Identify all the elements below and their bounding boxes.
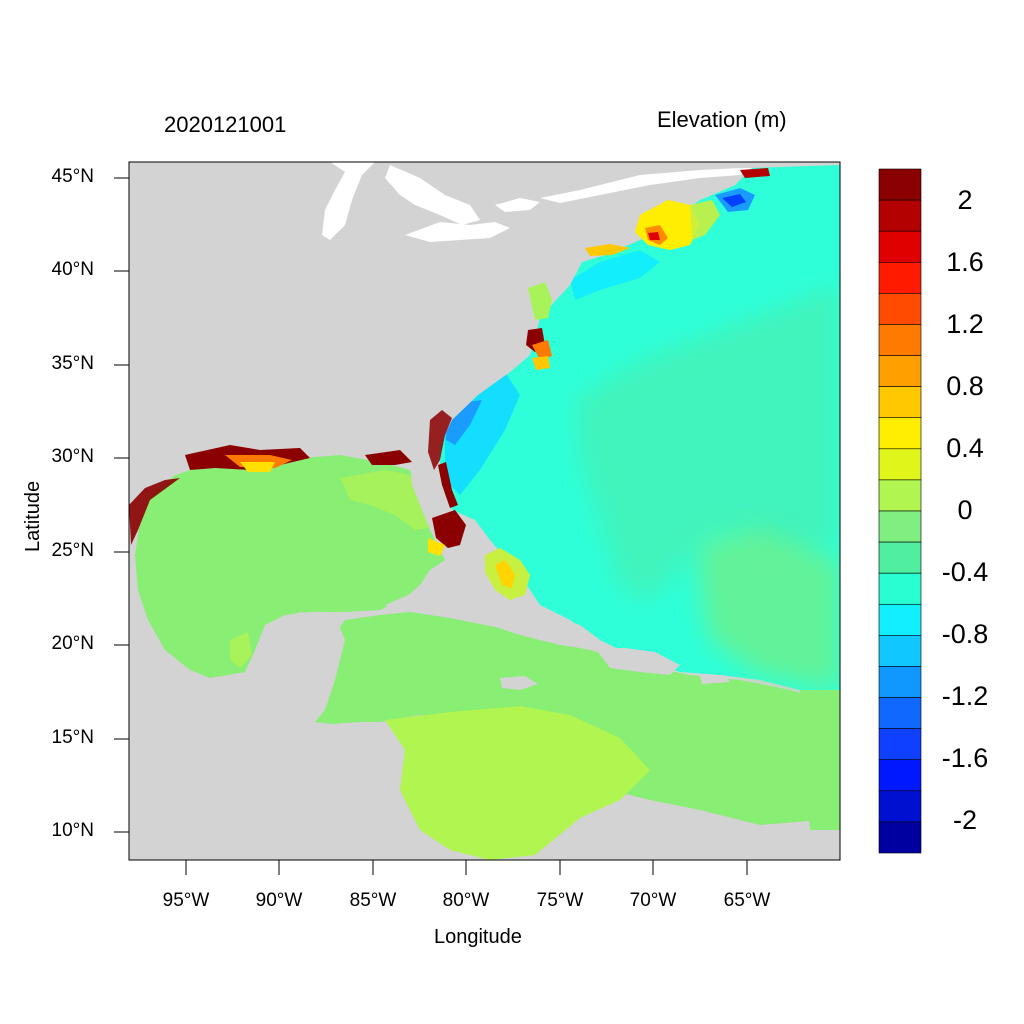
lon-tick-label: 90°W [255,890,303,911]
lake-michigan-huron [385,165,480,225]
lake-erie [405,222,510,242]
lon-tick-label: 70°W [629,890,677,911]
florida-tip-yellow [428,538,445,556]
lat-tick-label: 15°N [51,727,94,748]
lat-tick-label: 35°N [51,353,94,374]
lat-tick-label: 40°N [51,259,94,280]
caribbean-south-high [385,706,650,860]
colorbar-label: -2 [952,805,977,835]
y-axis-title: Latitude [22,480,44,552]
x-axis-title: Longitude [434,926,522,948]
lon-tick-label: 95°W [162,890,210,911]
hispaniola-land [595,648,680,675]
yucatan-land [265,612,345,722]
colorbar-label: -1.2 [941,681,989,711]
colorbar-segment [878,821,922,854]
florida-panhandle-red [365,450,412,465]
colorbar-segment [878,635,922,667]
gulf-florida-shelf [340,470,430,530]
lon-tick-label: 65°W [723,890,771,911]
colorbar [878,168,922,854]
lat-tick-label: 20°N [51,633,94,654]
colorbar-segment [878,603,922,636]
bahamas-inner [495,560,515,588]
colorbar-segment [878,261,922,294]
south-america-land [535,800,840,860]
colorbar-label: 2 [957,185,973,215]
colorbar-label: 0.4 [946,433,984,463]
cape-cod-red [648,232,660,240]
maine-coast-red [740,168,770,178]
colorbar-label: 0 [957,495,973,525]
lon-tick-label: 80°W [442,890,490,911]
lake-superior [322,162,375,240]
colorbar-segment [878,386,922,419]
lat-tick-label: 45°N [51,166,94,187]
lat-tick-label: 25°N [51,540,94,561]
colorbar-segment [878,759,922,792]
north-america-land [129,162,840,560]
colorbar-segment [878,448,922,481]
colorbar-segment [878,510,922,543]
lat-tick-label: 10°N [51,820,94,841]
central-america-land [129,720,430,860]
colorbar-label: -1.6 [941,743,989,773]
georges-bank-yellowgreen [690,200,720,240]
colorbar-segment [878,230,922,263]
colorbar-label: -0.8 [941,619,989,649]
lesser-antilles-sea [800,690,840,830]
colorbar-segment [878,790,922,823]
bay-of-fundy-deep [722,194,746,207]
long-island-sound [585,244,630,256]
gulf-of-mexico [135,455,445,678]
pamlico-orange [532,340,552,360]
cuba-land [385,590,600,650]
colorbar-segment [878,572,922,605]
louisiana-coast-orange [225,455,292,468]
florida-east-coast-red [438,462,458,508]
jamaica-land [500,676,538,690]
lon-tick-label: 75°W [536,890,584,911]
latitude-tick-marks [114,177,129,833]
colorbar-segment [878,293,922,325]
south-florida-surge [432,510,466,548]
colorbar-segment [878,479,922,512]
atlantic-east-patch [700,530,840,690]
colorbar-segment [878,417,922,450]
colorbar-segment [878,697,922,729]
longitude-tick-marks [185,860,748,875]
colorbar-label: 1.6 [946,247,984,277]
chesapeake-surge [528,282,552,320]
lat-tick-label: 30°N [51,446,94,467]
colorbar-segment [878,541,922,574]
mexico-gulf-coast-patch [230,632,252,668]
variable-title: Elevation (m) [657,107,787,132]
lake-ontario [495,198,540,212]
colorbar-segment [878,728,922,761]
louisiana-coast-yellow [240,462,275,472]
colorbar-label: -0.4 [941,557,989,587]
plot-frame [128,161,841,861]
colorbar-segment [878,199,922,232]
lon-tick-label: 85°W [349,890,397,911]
colorbar-label: 1.2 [946,309,984,339]
colorbar-segment [878,666,922,698]
southeast-coast-red [428,410,452,470]
colorbar-label: 0.8 [946,371,984,401]
st-lawrence [540,168,752,203]
pamlico-yellow [532,356,550,370]
texas-coast-red [129,478,180,545]
date-title: 2020121001 [164,112,287,137]
map-plot-area [129,162,840,860]
northeast-shelf [570,250,660,300]
atlantic-band [575,285,840,600]
colorbar-segment [878,324,922,356]
colorbar-segment [878,355,922,387]
colorbar-segment [878,168,922,201]
southeast-coast-deep [446,400,482,445]
puerto-rico-land [700,676,730,684]
